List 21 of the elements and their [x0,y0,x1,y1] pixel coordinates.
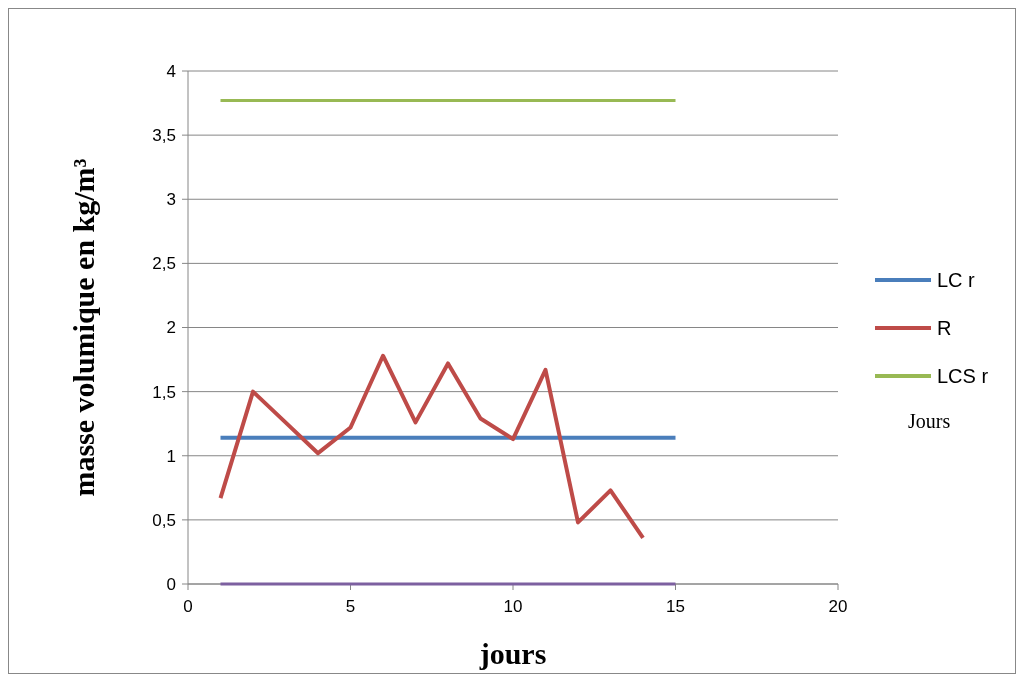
text: Jours [908,410,951,432]
x-tick-label: 10 [503,597,523,616]
y-tick-label: 2,5 [152,254,176,274]
legend-label: LCS r [937,365,989,387]
y-tick-label: 4 [166,61,176,81]
y-tick-label: 3,5 [152,126,176,146]
y-tick-label: 0 [166,574,176,594]
line-series [218,353,645,540]
x-axis-title: jours [478,637,547,670]
y-tick-label: 1,5 [152,382,176,402]
y-tick-label: 2 [166,318,176,338]
y-tick-label: 3 [166,190,176,210]
y-tick-label: 1 [166,446,176,466]
y-tick-label: 0,5 [152,510,176,530]
legend-label: R [937,317,952,339]
y-axis-title: masse volumique en kg/m³ [67,158,100,497]
x-tick-label: 0 [183,597,193,616]
x-tick-label: 5 [345,597,356,616]
x-tick-label: 20 [828,597,848,616]
x-tick-label: 15 [666,597,685,616]
legend-label: LC r [937,269,976,291]
